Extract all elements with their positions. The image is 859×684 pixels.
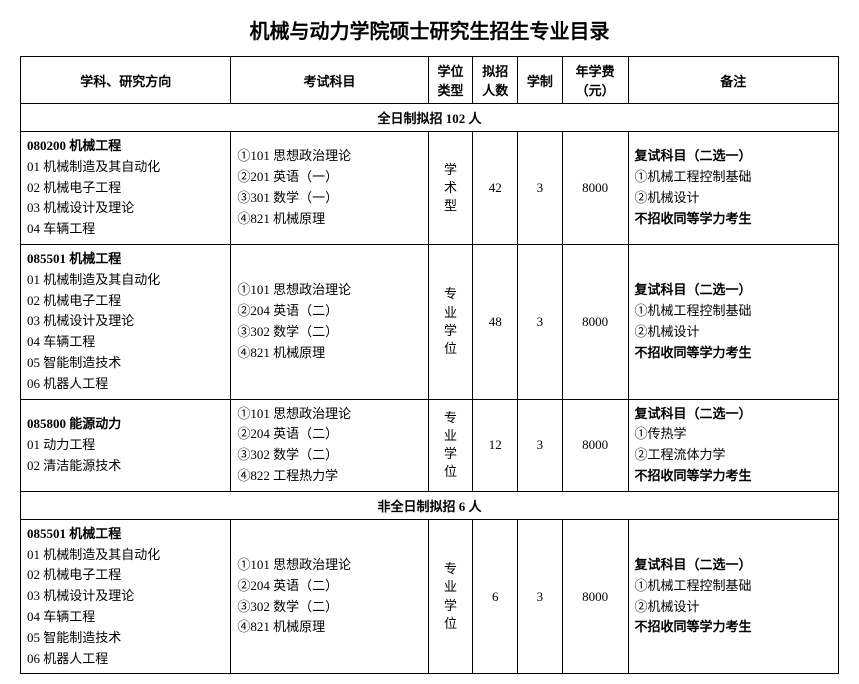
subject-cell: 080200 机械工程01 机械制造及其自动化02 机械电子工程03 机械设计及… — [21, 132, 231, 245]
exam-cell: ①101 思想政治理论②204 英语（二）③302 数学（二）④821 机械原理 — [231, 519, 428, 674]
header-degree: 学位类型 — [428, 57, 473, 104]
plan-cell: 42 — [473, 132, 518, 245]
remark-cell: 复试科目（二选一）①机械工程控制基础②机械设计不招收同等学力考生 — [628, 244, 838, 399]
section-header-row: 全日制拟招 102 人 — [21, 104, 839, 132]
fee-cell: 8000 — [562, 399, 628, 491]
remark-cell: 复试科目（二选一）①机械工程控制基础②机械设计不招收同等学力考生 — [628, 519, 838, 674]
header-years: 学制 — [518, 57, 563, 104]
page-title: 机械与动力学院硕士研究生招生专业目录 — [20, 15, 839, 44]
remark-cell: 复试科目（二选一）①传热学②工程流体力学不招收同等学力考生 — [628, 399, 838, 491]
table-row: 080200 机械工程01 机械制造及其自动化02 机械电子工程03 机械设计及… — [21, 132, 839, 245]
header-subject: 学科、研究方向 — [21, 57, 231, 104]
fee-cell: 8000 — [562, 519, 628, 674]
table-header-row: 学科、研究方向 考试科目 学位类型 拟招人数 学制 年学费（元） 备注 — [21, 57, 839, 104]
exam-cell: ①101 思想政治理论②204 英语（二）③302 数学（二）④821 机械原理 — [231, 244, 428, 399]
remark-cell: 复试科目（二选一）①机械工程控制基础②机械设计不招收同等学力考生 — [628, 132, 838, 245]
table-row: 085501 机械工程01 机械制造及其自动化02 机械电子工程03 机械设计及… — [21, 244, 839, 399]
header-exam: 考试科目 — [231, 57, 428, 104]
degree-cell: 专业学位 — [428, 399, 473, 491]
fee-cell: 8000 — [562, 244, 628, 399]
plan-cell: 6 — [473, 519, 518, 674]
degree-cell: 专业学位 — [428, 519, 473, 674]
years-cell: 3 — [518, 132, 563, 245]
table-row: 085800 能源动力01 动力工程02 清洁能源技术①101 思想政治理论②2… — [21, 399, 839, 491]
exam-cell: ①101 思想政治理论②204 英语（二）③302 数学（二）④822 工程热力… — [231, 399, 428, 491]
subject-cell: 085800 能源动力01 动力工程02 清洁能源技术 — [21, 399, 231, 491]
years-cell: 3 — [518, 244, 563, 399]
years-cell: 3 — [518, 399, 563, 491]
years-cell: 3 — [518, 519, 563, 674]
section-header-cell: 非全日制拟招 6 人 — [21, 491, 839, 519]
plan-cell: 48 — [473, 244, 518, 399]
exam-cell: ①101 思想政治理论②201 英语（一）③301 数学（一）④821 机械原理 — [231, 132, 428, 245]
header-fee: 年学费（元） — [562, 57, 628, 104]
section-header-row: 非全日制拟招 6 人 — [21, 491, 839, 519]
table-row: 085501 机械工程01 机械制造及其自动化02 机械电子工程03 机械设计及… — [21, 519, 839, 674]
section-header-cell: 全日制拟招 102 人 — [21, 104, 839, 132]
header-plan: 拟招人数 — [473, 57, 518, 104]
subject-cell: 085501 机械工程01 机械制造及其自动化02 机械电子工程03 机械设计及… — [21, 244, 231, 399]
fee-cell: 8000 — [562, 132, 628, 245]
degree-cell: 学术型 — [428, 132, 473, 245]
subject-cell: 085501 机械工程01 机械制造及其自动化02 机械电子工程03 机械设计及… — [21, 519, 231, 674]
program-table: 学科、研究方向 考试科目 学位类型 拟招人数 学制 年学费（元） 备注 全日制拟… — [20, 56, 839, 674]
plan-cell: 12 — [473, 399, 518, 491]
degree-cell: 专业学位 — [428, 244, 473, 399]
header-remark: 备注 — [628, 57, 838, 104]
